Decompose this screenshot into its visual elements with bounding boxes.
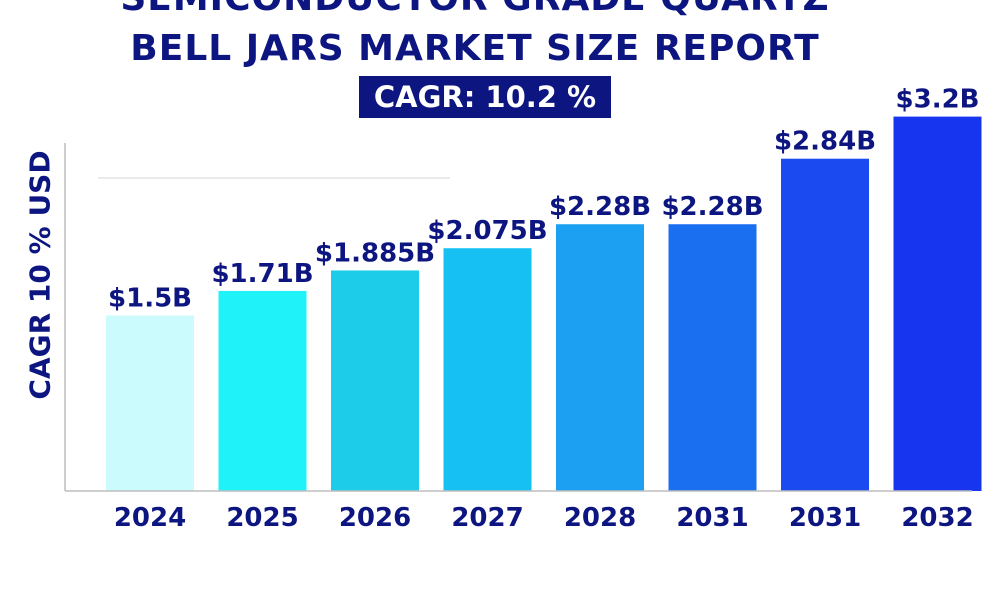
bar-7	[893, 116, 982, 491]
x-tick-label-7: 2032	[901, 503, 973, 533]
bar-value-label-3: $2.075B	[427, 216, 547, 246]
bar-1	[218, 290, 307, 491]
bar-value-label-2: $1.885B	[315, 238, 435, 268]
labels-layer: $1.5B 2024 $1.71B 2025 $1.885B 2026 $2.075B 202…	[108, 85, 979, 533]
bar-value-label-6: $2.84B	[774, 127, 876, 157]
x-tick-label-4: 2028	[564, 503, 636, 533]
chart-title-line-2: BELL JARS MARKET SIZE REPORT	[130, 28, 820, 69]
bars-layer	[106, 116, 982, 492]
bar-6	[781, 158, 869, 491]
x-tick-label-3: 2027	[451, 503, 523, 533]
x-tick-label-0: 2024	[114, 503, 186, 533]
bar-value-label-1: $1.71B	[211, 259, 313, 289]
bar-5	[668, 224, 757, 492]
bar-value-label-7: $3.2B	[896, 85, 980, 115]
bar-4	[556, 224, 644, 492]
cagr-badge: CAGR: 10.2 %	[359, 76, 611, 118]
bar-value-label-4: $2.28B	[549, 192, 651, 222]
bar-value-label-0: $1.5B	[108, 284, 192, 314]
x-tick-label-6: 2031	[789, 503, 861, 533]
chart-title-line-1: SEMICONDUCTOR GRADE QUARTZ	[0, 0, 975, 19]
bar-2	[331, 270, 419, 491]
bar-0	[106, 315, 194, 491]
x-tick-label-2: 2026	[339, 503, 411, 533]
bar-3	[443, 248, 532, 491]
x-tick-label-5: 2031	[676, 503, 748, 533]
x-tick-label-1: 2025	[226, 503, 298, 533]
bar-value-label-5: $2.28B	[661, 192, 763, 222]
